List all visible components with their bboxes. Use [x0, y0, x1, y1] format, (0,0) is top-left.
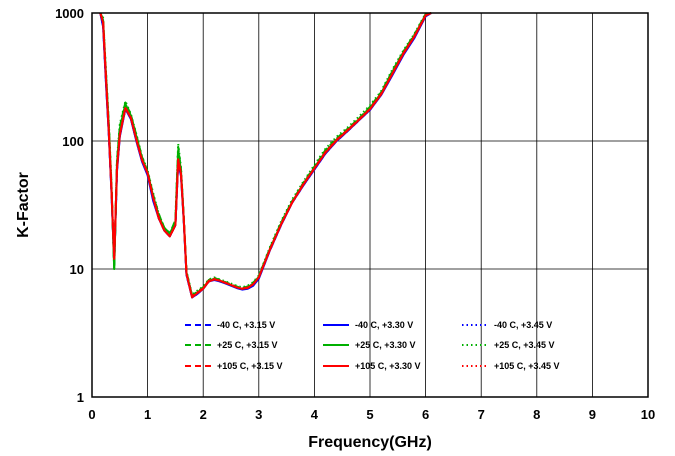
legend-label: +105 C, +3.30 V: [355, 361, 421, 371]
x-tick-label: 4: [311, 407, 319, 422]
y-tick-label: 10: [70, 262, 84, 277]
plot-frame: [91, 12, 649, 398]
legend-label: -40 C, +3.45 V: [494, 320, 552, 330]
y-tick-label: 1000: [55, 6, 84, 21]
x-tick-label: 5: [366, 407, 373, 422]
y-tick-label: 100: [62, 134, 84, 149]
x-axis-title: Frequency(GHz): [308, 434, 432, 451]
series-line: [99, 12, 432, 299]
x-tick-label: 10: [641, 407, 655, 422]
y-tick-labels: 1 10 100 1000: [55, 6, 84, 405]
legend-label: +105 C, +3.15 V: [217, 361, 283, 371]
legend-label: -40 C, +3.15 V: [217, 320, 275, 330]
x-tick-labels: 0 1 2 3 4 5 6 7 8 9 10: [88, 407, 655, 422]
series-line: [99, 12, 432, 298]
x-tick-label: 6: [422, 407, 429, 422]
x-tick-label: 8: [533, 407, 540, 422]
y-axis-title: K-Factor: [15, 172, 32, 238]
series-line: [99, 12, 432, 296]
legend: -40 C, +3.15 V -40 C, +3.30 V -40 C, +3.45…: [185, 320, 560, 371]
legend-label: +25 C, +3.30 V: [355, 340, 416, 350]
x-tick-label: 7: [478, 407, 485, 422]
series-layer: [99, 12, 432, 299]
x-tick-label: 0: [88, 407, 95, 422]
legend-label: +25 C, +3.15 V: [217, 340, 278, 350]
x-tick-label: 1: [144, 407, 151, 422]
legend-label: +25 C, +3.45 V: [494, 340, 555, 350]
legend-label: -40 C, +3.30 V: [355, 320, 413, 330]
x-tick-label: 9: [589, 407, 596, 422]
y-tick-label: 1: [77, 390, 84, 405]
x-tick-label: 2: [200, 407, 207, 422]
x-tick-label: 3: [255, 407, 262, 422]
legend-label: +105 C, +3.45 V: [494, 361, 560, 371]
